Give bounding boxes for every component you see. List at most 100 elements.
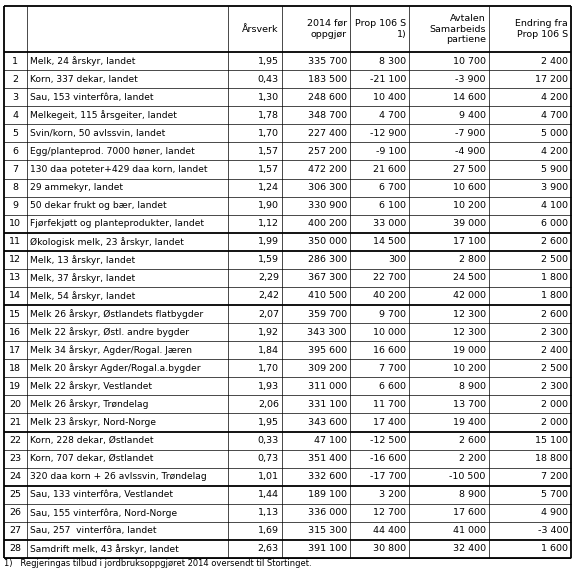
- Bar: [4, 70, 571, 88]
- Text: 15 100: 15 100: [535, 436, 568, 445]
- Bar: [4, 450, 571, 468]
- Text: Egg/planteprod. 7000 høner, landet: Egg/planteprod. 7000 høner, landet: [30, 147, 194, 156]
- Text: 6: 6: [12, 147, 18, 156]
- Text: Melk 34 årskyr, Agder/Rogal. Jæren: Melk 34 årskyr, Agder/Rogal. Jæren: [30, 345, 191, 355]
- Text: 3: 3: [12, 93, 18, 102]
- Text: Samdrift melk, 43 årskyr, landet: Samdrift melk, 43 årskyr, landet: [30, 544, 178, 554]
- Text: Sau, 133 vinterfôra, Vestlandet: Sau, 133 vinterfôra, Vestlandet: [30, 490, 172, 499]
- Text: 4 100: 4 100: [541, 201, 568, 210]
- Text: 4 700: 4 700: [541, 111, 568, 120]
- Text: 1: 1: [12, 56, 18, 66]
- Text: 27: 27: [9, 526, 21, 536]
- Text: 4 200: 4 200: [541, 147, 568, 156]
- Text: 1,95: 1,95: [258, 56, 279, 66]
- Text: -7 900: -7 900: [455, 129, 486, 138]
- Text: 13 700: 13 700: [453, 400, 486, 409]
- Text: 17 100: 17 100: [453, 237, 486, 247]
- Bar: [4, 269, 571, 287]
- Bar: [4, 88, 571, 106]
- Text: 1,01: 1,01: [258, 472, 279, 481]
- Text: 227 400: 227 400: [308, 129, 347, 138]
- Text: 21: 21: [9, 418, 21, 427]
- Text: Melk 20 årskyr Agder/Rogal.a.bygder: Melk 20 årskyr Agder/Rogal.a.bygder: [30, 363, 200, 373]
- Text: Årsverk: Årsverk: [242, 25, 279, 33]
- Text: Melk, 24 årskyr, landet: Melk, 24 årskyr, landet: [30, 56, 135, 66]
- Text: 320 daa korn + 26 avlssvin, Trøndelag: 320 daa korn + 26 avlssvin, Trøndelag: [30, 472, 206, 481]
- Text: 44 400: 44 400: [373, 526, 407, 536]
- Text: 14 500: 14 500: [373, 237, 407, 247]
- Text: 12 300: 12 300: [453, 309, 486, 319]
- Bar: [4, 52, 571, 70]
- Text: -3 900: -3 900: [455, 75, 486, 84]
- Text: 5 000: 5 000: [541, 129, 568, 138]
- Text: 14 600: 14 600: [453, 93, 486, 102]
- Text: 7 700: 7 700: [380, 364, 407, 373]
- Text: 1,24: 1,24: [258, 183, 279, 192]
- Text: 3 900: 3 900: [541, 183, 568, 192]
- Text: 472 200: 472 200: [308, 165, 347, 174]
- Text: 20: 20: [9, 400, 21, 409]
- Text: 47 100: 47 100: [314, 436, 347, 445]
- Bar: [4, 196, 571, 215]
- Text: 12: 12: [9, 255, 21, 264]
- Text: 4 900: 4 900: [541, 509, 568, 517]
- Text: 25: 25: [9, 490, 21, 499]
- Text: 1)   Regjeringas tilbud i jordbruksoppgjøret 2014 oversendt til Stortinget.: 1) Regjeringas tilbud i jordbruksoppgjør…: [4, 559, 312, 568]
- Text: 0,73: 0,73: [258, 454, 279, 463]
- Bar: [4, 106, 571, 124]
- Bar: [4, 124, 571, 142]
- Bar: [4, 522, 571, 540]
- Text: 311 000: 311 000: [308, 382, 347, 391]
- Text: -16 600: -16 600: [370, 454, 407, 463]
- Text: 367 300: 367 300: [308, 274, 347, 282]
- Text: 17 200: 17 200: [535, 75, 568, 84]
- Text: -17 700: -17 700: [370, 472, 407, 481]
- Text: 1,95: 1,95: [258, 418, 279, 427]
- Text: 0,43: 0,43: [258, 75, 279, 84]
- Bar: [4, 323, 571, 341]
- Text: 2 500: 2 500: [541, 364, 568, 373]
- Bar: [4, 251, 571, 269]
- Text: Melk, 54 årskyr, landet: Melk, 54 årskyr, landet: [30, 291, 135, 301]
- Text: 8 900: 8 900: [459, 382, 486, 391]
- Text: 8 900: 8 900: [459, 490, 486, 499]
- Text: 130 daa poteter+429 daa korn, landet: 130 daa poteter+429 daa korn, landet: [30, 165, 207, 174]
- Bar: [4, 142, 571, 161]
- Text: Melk 23 årskyr, Nord-Norge: Melk 23 årskyr, Nord-Norge: [30, 418, 156, 427]
- Text: 1,70: 1,70: [258, 129, 279, 138]
- Text: 27 500: 27 500: [453, 165, 486, 174]
- Text: 2 600: 2 600: [541, 237, 568, 247]
- Text: 16 600: 16 600: [373, 346, 407, 355]
- Text: 17 400: 17 400: [373, 418, 407, 427]
- Text: 4 700: 4 700: [380, 111, 407, 120]
- Text: 21 600: 21 600: [373, 165, 407, 174]
- Text: Økologisk melk, 23 årskyr, landet: Økologisk melk, 23 årskyr, landet: [30, 237, 183, 247]
- Text: 9 400: 9 400: [459, 111, 486, 120]
- Text: 7: 7: [12, 165, 18, 174]
- Text: -12 900: -12 900: [370, 129, 407, 138]
- Text: Korn, 228 dekar, Østlandet: Korn, 228 dekar, Østlandet: [30, 436, 153, 445]
- Text: 22: 22: [9, 436, 21, 445]
- Text: 10 200: 10 200: [453, 201, 486, 210]
- Text: 2 400: 2 400: [541, 346, 568, 355]
- Text: 1,99: 1,99: [258, 237, 279, 247]
- Text: 39 000: 39 000: [453, 219, 486, 228]
- Text: Sau, 257  vinterfôra, landet: Sau, 257 vinterfôra, landet: [30, 526, 156, 536]
- Text: 1 800: 1 800: [541, 291, 568, 301]
- Text: -4 900: -4 900: [455, 147, 486, 156]
- Text: 4 200: 4 200: [541, 93, 568, 102]
- Text: 331 100: 331 100: [308, 400, 347, 409]
- Text: 2,06: 2,06: [258, 400, 279, 409]
- Text: 0,33: 0,33: [258, 436, 279, 445]
- Text: 2: 2: [12, 75, 18, 84]
- Text: 395 600: 395 600: [308, 346, 347, 355]
- Text: 9: 9: [12, 201, 18, 210]
- Text: 410 500: 410 500: [308, 291, 347, 301]
- Text: 11 700: 11 700: [373, 400, 407, 409]
- Text: 1,69: 1,69: [258, 526, 279, 536]
- Text: Melk 26 årskyr, Trøndelag: Melk 26 årskyr, Trøndelag: [30, 399, 148, 410]
- Text: 8: 8: [12, 183, 18, 192]
- Text: 1 600: 1 600: [541, 544, 568, 554]
- Text: 2,63: 2,63: [258, 544, 279, 554]
- Text: 16: 16: [9, 328, 21, 336]
